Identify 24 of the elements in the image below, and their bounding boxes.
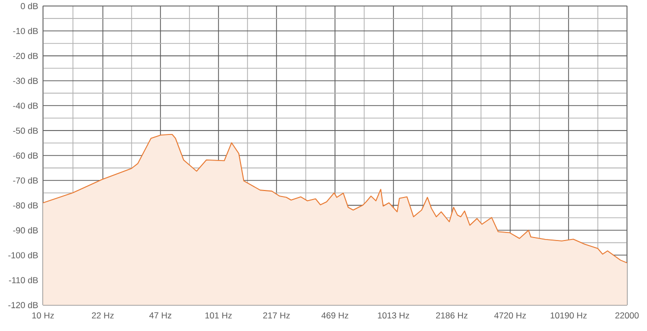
x-tick-label: 217 Hz	[263, 312, 290, 318]
y-tick-label: -100 dB	[8, 252, 38, 258]
x-tick-label: 22000	[615, 312, 639, 318]
x-tick-label: 1013 Hz	[378, 312, 410, 318]
x-tick-label: 101 Hz	[205, 312, 232, 318]
x-tick-label: 2186 Hz	[436, 312, 468, 318]
y-tick-label: -30 dB	[13, 78, 38, 84]
y-tick-label: 0 dB	[20, 2, 38, 10]
y-tick-label: -80 dB	[13, 202, 38, 208]
y-tick-label: -120 dB	[8, 302, 38, 308]
x-tick-label: 10190 Hz	[550, 312, 587, 318]
x-tick-label: 4720 Hz	[494, 312, 526, 318]
x-tick-label: 10 Hz	[32, 312, 54, 318]
y-tick-label: -70 dB	[13, 177, 38, 184]
x-tick-label: 47 Hz	[149, 312, 172, 318]
y-tick-label: -40 dB	[13, 102, 38, 109]
y-tick-label: -50 dB	[13, 127, 38, 134]
y-tick-label: -60 dB	[13, 152, 38, 159]
y-tick-label: -10 dB	[13, 28, 38, 34]
y-tick-label: -110 dB	[8, 276, 38, 284]
x-tick-label: 22 Hz	[92, 312, 114, 318]
x-tick-label: 469 Hz	[321, 312, 348, 318]
y-tick-label: -20 dB	[13, 52, 38, 59]
y-tick-label: -90 dB	[13, 227, 38, 234]
